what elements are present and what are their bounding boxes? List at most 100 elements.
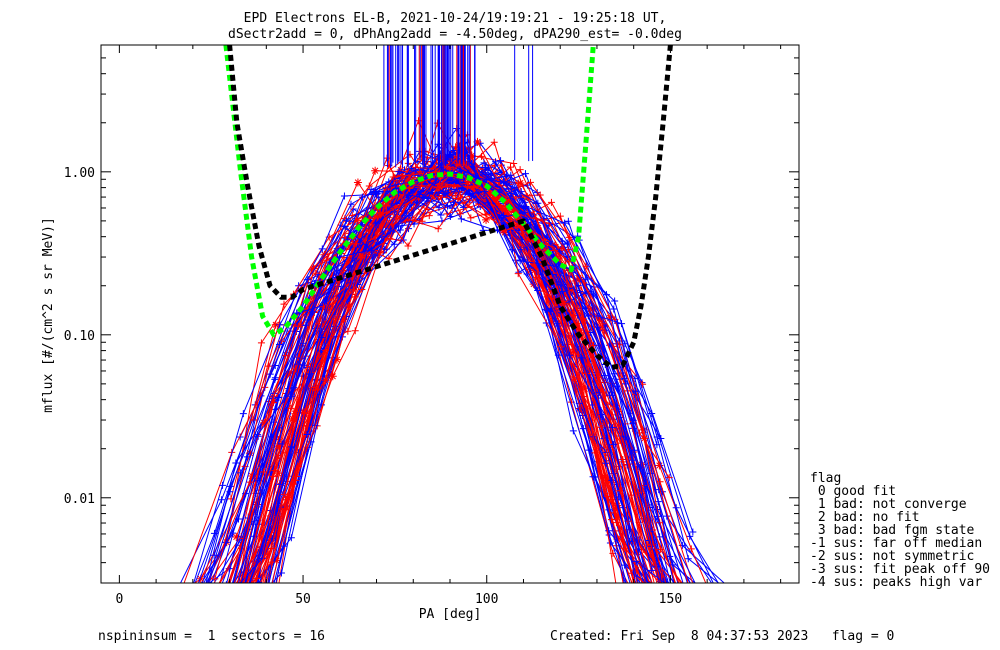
data-point-plus bbox=[616, 487, 624, 495]
data-point-plus bbox=[636, 592, 643, 599]
data-point-plus bbox=[516, 257, 524, 265]
data-point-star bbox=[216, 592, 224, 600]
data-point-plus bbox=[716, 592, 723, 599]
data-point-star bbox=[435, 183, 444, 192]
data-point-plus bbox=[271, 592, 278, 599]
data-point-plus bbox=[657, 435, 665, 443]
data-point-plus bbox=[704, 592, 711, 599]
data-point-plus bbox=[212, 592, 219, 599]
data-point-plus bbox=[534, 199, 542, 207]
data-point-plus bbox=[350, 286, 358, 294]
data-point-plus bbox=[565, 258, 573, 266]
data-point-plus bbox=[631, 387, 639, 395]
data-point-plus bbox=[723, 592, 730, 599]
data-point-plus bbox=[619, 458, 627, 466]
data-point-plus bbox=[715, 592, 722, 599]
data-point-plus bbox=[626, 592, 633, 599]
data-point-plus bbox=[200, 592, 207, 599]
data-point-plus bbox=[623, 592, 630, 599]
data-point-plus bbox=[634, 592, 641, 599]
data-point-star bbox=[600, 473, 609, 482]
data-point-plus bbox=[637, 592, 644, 599]
data-point-plus bbox=[191, 592, 198, 599]
data-point-plus bbox=[344, 327, 352, 335]
data-point-plus bbox=[208, 592, 215, 599]
data-point-plus bbox=[280, 490, 288, 498]
data-point-plus bbox=[622, 380, 630, 388]
data-point-plus bbox=[561, 219, 569, 227]
x-tick-label: 50 bbox=[295, 592, 311, 607]
data-point-plus bbox=[173, 592, 180, 599]
data-point-plus bbox=[726, 592, 733, 599]
data-point-plus bbox=[240, 592, 247, 599]
chart-subtitle: dSectr2add = 0, dPhAng2add = -4.50deg, d… bbox=[228, 27, 682, 42]
data-point-plus bbox=[270, 590, 277, 597]
data-point-plus bbox=[684, 555, 692, 563]
data-point-plus bbox=[234, 592, 241, 599]
data-point-star bbox=[468, 184, 477, 193]
data-point-plus bbox=[340, 192, 348, 200]
data-point-plus bbox=[569, 427, 577, 435]
data-point-plus bbox=[179, 592, 186, 599]
data-point-plus bbox=[255, 592, 262, 599]
data-point-plus bbox=[390, 240, 398, 248]
data-point-plus bbox=[231, 589, 238, 596]
data-point-plus bbox=[261, 592, 268, 599]
data-point-plus bbox=[641, 592, 648, 599]
data-point-star bbox=[371, 166, 380, 175]
data-point-plus bbox=[218, 496, 226, 504]
data-point-plus bbox=[246, 592, 253, 599]
data-point-plus bbox=[248, 592, 255, 599]
legend-entry: 3 bad: bad fgm state bbox=[810, 523, 975, 538]
data-point-plus bbox=[543, 293, 551, 301]
data-point-plus bbox=[259, 592, 266, 599]
data-point-plus bbox=[606, 539, 614, 547]
data-point-plus bbox=[196, 592, 203, 599]
data-point-plus bbox=[195, 592, 202, 599]
data-point-plus bbox=[290, 384, 298, 392]
data-point-plus bbox=[244, 592, 251, 599]
data-point-star bbox=[328, 372, 337, 381]
data-point-plus bbox=[594, 312, 602, 320]
data-point-star bbox=[221, 592, 229, 600]
data-point-plus bbox=[317, 334, 325, 342]
data-point-plus bbox=[174, 592, 181, 599]
data-point-plus bbox=[717, 592, 724, 599]
data-point-plus bbox=[607, 516, 615, 524]
data-point-plus bbox=[685, 592, 692, 599]
data-point-plus bbox=[292, 476, 300, 484]
data-point-plus bbox=[207, 592, 214, 599]
data-point-plus bbox=[600, 372, 608, 380]
data-point-plus bbox=[342, 216, 350, 224]
data-point-plus bbox=[237, 592, 244, 599]
data-point-plus bbox=[715, 592, 722, 599]
data-point-plus bbox=[689, 592, 696, 599]
data-point-star bbox=[200, 592, 208, 600]
data-point-plus bbox=[738, 592, 745, 599]
data-point-plus bbox=[687, 592, 694, 599]
data-point-plus bbox=[294, 322, 302, 330]
data-point-star bbox=[398, 173, 407, 182]
data-point-plus bbox=[457, 215, 465, 223]
data-point-plus bbox=[708, 592, 715, 599]
data-point-plus bbox=[534, 286, 542, 294]
data-point-plus bbox=[213, 592, 220, 599]
data-point-plus bbox=[221, 592, 228, 599]
data-point-plus bbox=[734, 592, 741, 599]
data-point-plus bbox=[221, 592, 228, 599]
x-tick-label: 100 bbox=[475, 592, 498, 607]
data-point-plus bbox=[735, 592, 742, 599]
data-point-plus bbox=[690, 592, 697, 599]
data-point-plus bbox=[199, 592, 206, 599]
data-point-star bbox=[691, 592, 699, 600]
data-point-plus bbox=[214, 592, 221, 599]
y-axis-label: mflux [#/(cm^2 s sr MeV)] bbox=[41, 217, 56, 413]
data-point-plus bbox=[170, 592, 177, 599]
data-point-plus bbox=[536, 191, 544, 199]
data-point-plus bbox=[222, 592, 229, 599]
data-point-plus bbox=[187, 592, 194, 599]
data-point-plus bbox=[608, 476, 616, 484]
data-point-plus bbox=[365, 182, 373, 190]
data-point-plus bbox=[665, 474, 673, 482]
